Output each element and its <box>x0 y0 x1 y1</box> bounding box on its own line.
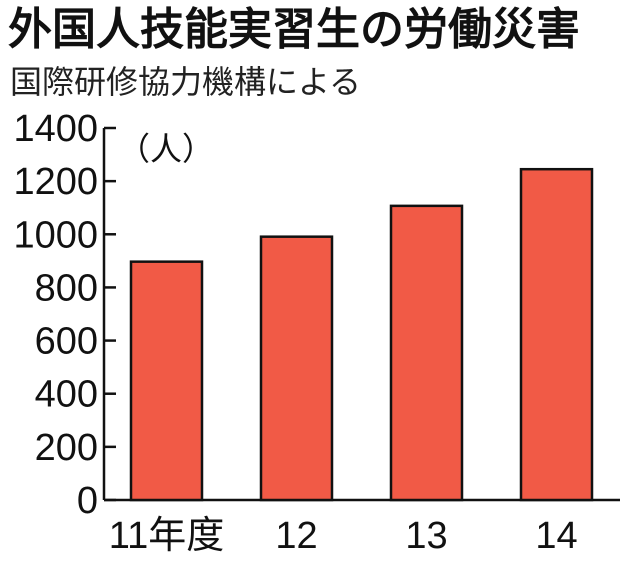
bar <box>259 235 334 502</box>
y-tick-label: 200 <box>35 427 98 469</box>
x-category-label: 11年度 <box>109 515 224 557</box>
bar <box>389 204 464 502</box>
y-tick-label: 0 <box>77 480 98 522</box>
y-axis-unit-label: （人） <box>118 130 214 168</box>
x-category-label: 14 <box>535 515 577 557</box>
x-category-label: 12 <box>275 515 317 557</box>
y-tick-label: 1400 <box>13 108 98 150</box>
y-tick-label: 1200 <box>13 161 98 203</box>
chart-title: 外国人技能実習生の労働災害 <box>8 4 580 55</box>
chart-subtitle: 国際研修協力機構による <box>10 63 362 101</box>
y-tick-label: 1000 <box>13 214 98 256</box>
y-tick-label: 800 <box>35 267 98 309</box>
bar <box>129 260 204 502</box>
x-category-label: 13 <box>405 515 447 557</box>
bar <box>519 167 594 502</box>
y-tick-label: 400 <box>35 374 98 416</box>
y-tick-label: 600 <box>35 321 98 363</box>
